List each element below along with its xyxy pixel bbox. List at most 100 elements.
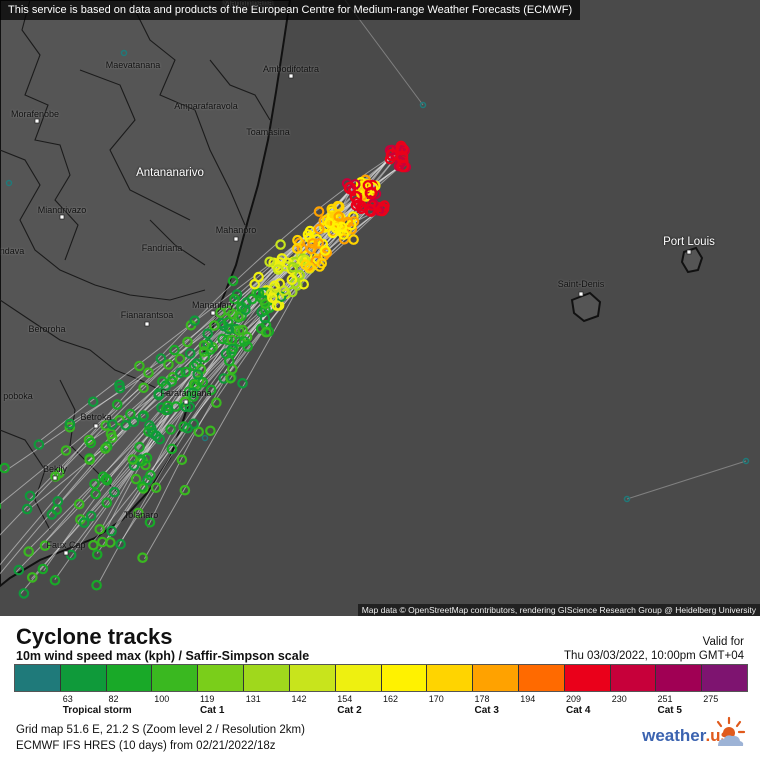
scale-segment-5: [244, 665, 290, 691]
track-marker-peak: [375, 203, 389, 217]
track-marker: [249, 278, 260, 290]
track-marker: [141, 452, 153, 464]
legend-title: Cyclone tracks: [16, 624, 173, 649]
track-marker: [259, 298, 271, 309]
track-marker: [166, 443, 178, 455]
city-label-maevatanana: Maevatanana: [105, 60, 161, 70]
track-marker: [260, 326, 272, 338]
track-marker: [115, 538, 126, 550]
track-marker: [241, 297, 252, 308]
track-marker: [198, 339, 210, 351]
scale-segment-8: [381, 665, 428, 691]
track-marker: [189, 315, 200, 326]
legend-panel: Cyclone tracks 10m wind speed max (kph) …: [0, 616, 760, 760]
track-marker: [198, 346, 210, 357]
scale-segment-0: [15, 665, 61, 691]
track-marker: [184, 401, 196, 413]
track-marker: [307, 238, 318, 249]
track-marker: [137, 552, 148, 563]
track-marker: [174, 353, 186, 365]
track-marker: [64, 421, 76, 433]
scale-segment-1: [60, 665, 107, 691]
scale-segment-12: [564, 665, 611, 691]
track-marker: [211, 397, 222, 408]
scale-segment-4: [198, 665, 245, 691]
region-borders: [0, 0, 271, 531]
map-attribution[interactable]: Map data © OpenStreetMap contributors, r…: [357, 604, 760, 616]
track-marker: [128, 460, 140, 471]
city-label-morafenobe: Morafenobe: [10, 109, 60, 119]
track-marker: [33, 439, 45, 450]
city-dot: [210, 310, 216, 316]
track-marker: [162, 404, 174, 415]
scale-category: Cat 5: [657, 705, 682, 716]
track-marker: [202, 328, 213, 339]
city-dot: [144, 321, 150, 327]
track-marker: [37, 563, 49, 575]
track-marker: [223, 323, 235, 335]
track-marker-peak: [349, 190, 363, 204]
wind-color-scale: [14, 664, 748, 692]
track-marker: [156, 402, 167, 413]
scale-tick: 194: [520, 694, 536, 704]
track-marker-peak: [343, 181, 357, 195]
track-marker: [237, 377, 248, 389]
city-label-fandriana: Fandriana: [141, 243, 183, 253]
track-marker: [225, 372, 236, 384]
track-line: [626, 460, 747, 500]
logo-text: weather: [642, 726, 706, 745]
scale-tick: 100: [154, 694, 170, 704]
track-marker: [0, 462, 10, 474]
track-marker: [197, 376, 209, 388]
track-marker: [367, 198, 379, 209]
scale-segment-10: [473, 665, 519, 691]
scale-tick: 251: [657, 694, 673, 704]
track-marker: [107, 419, 118, 430]
track-marker: [342, 216, 354, 228]
scale-tick: 162: [383, 694, 399, 704]
scale-segment-15: [702, 665, 747, 691]
track-marker: [101, 441, 113, 452]
track-marker: [147, 427, 159, 439]
legend-subtitle: 10m wind speed max (kph) / Saffir-Simpso…: [16, 649, 310, 663]
track-marker: [85, 510, 97, 522]
city-label-beroroha: Beroroha: [28, 324, 66, 334]
track-marker: [316, 257, 327, 269]
city-label-miandrivazo: Miandrivazo: [37, 205, 87, 215]
track-marker: [294, 269, 305, 281]
track-marker: [193, 426, 204, 438]
track-marker: [327, 210, 338, 221]
track-marker: [114, 382, 126, 394]
track-marker-peak: [395, 142, 409, 156]
track-marker: [23, 546, 34, 557]
track-marker: [134, 360, 145, 372]
city-label-tolanaro: Tolanaro: [123, 510, 159, 520]
track-marker: [18, 588, 30, 599]
city-label-toamasina: Toamasina: [246, 127, 290, 137]
track-marker: [163, 359, 174, 370]
model-info: ECMWF IFS HRES (10 days) from 02/21/2022…: [16, 740, 276, 752]
city-label-manompana: Manompana: [222, 0, 274, 8]
scale-tick: 178: [474, 694, 490, 704]
track-marker: [137, 481, 148, 492]
track-marker: [239, 336, 250, 347]
track-marker: [49, 574, 61, 586]
scale-category: Tropical storm: [62, 705, 132, 716]
track-marker: [26, 572, 38, 583]
track-line: [3, 187, 353, 473]
track-marker: [271, 300, 283, 311]
track-marker: [133, 507, 144, 519]
forecast-map[interactable]: This service is based on data and produc…: [0, 0, 760, 616]
track-marker: [111, 399, 123, 410]
track-marker: [272, 264, 284, 275]
track-marker: [145, 469, 156, 481]
track-marker-peak: [385, 148, 399, 162]
track-marker: [201, 434, 209, 442]
track-marker: [205, 425, 216, 437]
scale-category: Cat 2: [337, 705, 362, 716]
track-marker: [169, 344, 180, 356]
track-marker: [222, 316, 234, 328]
track-marker: [84, 454, 95, 465]
city-dot: [59, 214, 65, 220]
city-label-fianarantsoa: Fianarantsoa: [120, 310, 174, 320]
